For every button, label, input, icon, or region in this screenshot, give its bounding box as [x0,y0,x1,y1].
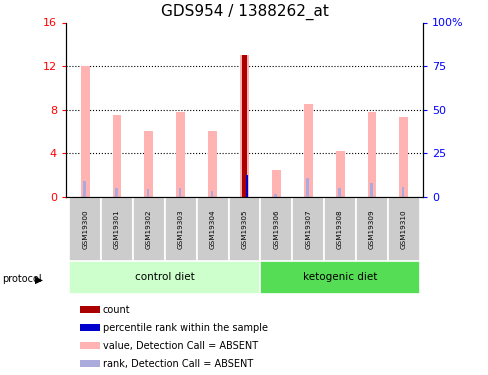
Text: GSM19309: GSM19309 [368,209,374,249]
Bar [399,117,407,197]
Text: GSM19300: GSM19300 [82,209,88,249]
FancyBboxPatch shape [292,197,324,261]
Bar [115,188,117,197]
Bar [80,360,100,367]
Bar [338,188,340,197]
FancyBboxPatch shape [196,197,228,261]
Bar [144,132,153,197]
Bar [179,188,181,197]
FancyBboxPatch shape [69,261,260,294]
Bar [303,104,312,197]
FancyBboxPatch shape [324,197,355,261]
Text: protocol: protocol [2,274,42,284]
FancyBboxPatch shape [387,197,419,261]
FancyBboxPatch shape [355,197,387,261]
Text: rank, Detection Call = ABSENT: rank, Detection Call = ABSENT [102,359,252,369]
Text: GSM19302: GSM19302 [145,209,152,249]
Bar [369,183,372,197]
Text: GSM19304: GSM19304 [209,209,215,249]
Text: ketogenic diet: ketogenic diet [302,273,377,282]
Bar [305,178,308,197]
Bar [240,55,248,197]
Bar [208,132,217,197]
Text: ▶: ▶ [35,274,43,284]
Text: GSM19306: GSM19306 [273,209,279,249]
Text: control diet: control diet [135,273,194,282]
Text: GSM19301: GSM19301 [114,209,120,249]
Bar [367,112,376,197]
Text: count: count [102,305,130,315]
Bar [335,151,344,197]
FancyBboxPatch shape [101,197,133,261]
FancyBboxPatch shape [228,197,260,261]
Bar [242,175,244,197]
Bar [81,66,89,197]
Bar [271,170,280,197]
Bar [80,306,100,313]
FancyBboxPatch shape [260,261,419,294]
Text: value, Detection Call = ABSENT: value, Detection Call = ABSENT [102,341,257,351]
Bar [176,112,185,197]
Title: GDS954 / 1388262_at: GDS954 / 1388262_at [160,3,328,20]
Bar [83,180,85,197]
FancyBboxPatch shape [133,197,164,261]
Bar [401,187,404,197]
Bar [210,191,213,197]
Bar [80,342,100,349]
Text: GSM19305: GSM19305 [241,209,247,249]
Text: GSM19303: GSM19303 [178,209,183,249]
FancyBboxPatch shape [69,197,101,261]
FancyBboxPatch shape [164,197,196,261]
Text: GSM19308: GSM19308 [336,209,343,249]
FancyBboxPatch shape [260,197,292,261]
Bar [274,194,276,197]
Text: percentile rank within the sample: percentile rank within the sample [102,323,267,333]
Bar [80,324,100,331]
Bar [245,175,247,197]
Bar [146,189,149,197]
Text: GSM19307: GSM19307 [305,209,310,249]
Bar [112,115,121,197]
Bar [242,55,246,197]
Text: GSM19310: GSM19310 [400,209,406,249]
